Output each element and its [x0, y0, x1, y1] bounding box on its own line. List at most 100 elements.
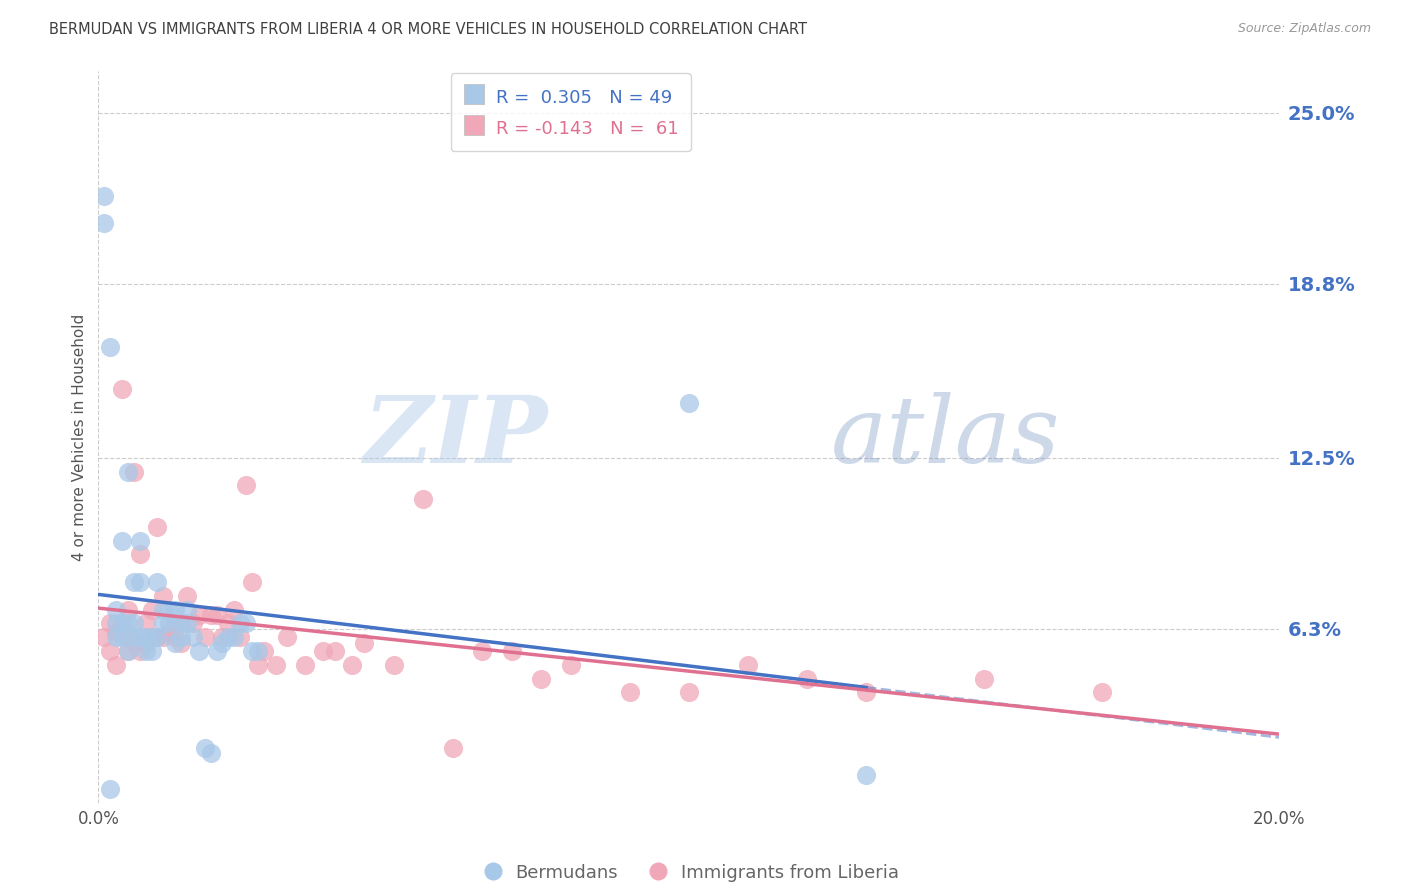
- Point: [471, 644, 494, 658]
- Point: [122, 574, 145, 589]
- Point: [93, 216, 115, 230]
- Point: [111, 622, 134, 636]
- Point: [135, 630, 157, 644]
- Point: [117, 465, 139, 479]
- Point: [93, 188, 115, 202]
- Point: [128, 574, 150, 589]
- Point: [105, 630, 128, 644]
- Point: [165, 602, 187, 616]
- Point: [217, 630, 239, 644]
- Point: [235, 616, 257, 631]
- Point: [98, 616, 121, 631]
- Point: [353, 636, 375, 650]
- Point: [246, 644, 269, 658]
- Text: BERMUDAN VS IMMIGRANTS FROM LIBERIA 4 OR MORE VEHICLES IN HOUSEHOLD CORRELATION : BERMUDAN VS IMMIGRANTS FROM LIBERIA 4 OR…: [49, 22, 807, 37]
- Point: [187, 608, 209, 623]
- Point: [117, 616, 139, 631]
- Point: [229, 616, 252, 631]
- Point: [117, 630, 139, 644]
- Point: [157, 602, 180, 616]
- Point: [619, 685, 641, 699]
- Point: [135, 644, 157, 658]
- Text: atlas: atlas: [831, 392, 1060, 482]
- Text: ZIP: ZIP: [363, 392, 547, 482]
- Point: [117, 644, 139, 658]
- Point: [240, 574, 263, 589]
- Point: [146, 520, 169, 534]
- Point: [264, 657, 287, 672]
- Point: [276, 630, 298, 644]
- Point: [122, 616, 145, 631]
- Point: [111, 382, 134, 396]
- Point: [560, 657, 582, 672]
- Point: [165, 616, 187, 631]
- Point: [105, 602, 128, 616]
- Point: [135, 636, 157, 650]
- Point: [235, 478, 257, 492]
- Point: [530, 672, 553, 686]
- Point: [128, 548, 150, 562]
- Point: [323, 644, 346, 658]
- Point: [122, 636, 145, 650]
- Point: [181, 616, 204, 631]
- Point: [111, 616, 134, 631]
- Point: [855, 685, 877, 699]
- Point: [122, 630, 145, 644]
- Point: [200, 608, 222, 623]
- Point: [973, 672, 995, 686]
- Point: [152, 630, 174, 644]
- Point: [200, 746, 222, 760]
- Point: [157, 624, 180, 639]
- Point: [176, 589, 198, 603]
- Point: [98, 340, 121, 354]
- Point: [111, 533, 134, 548]
- Point: [205, 608, 228, 623]
- Point: [152, 616, 174, 631]
- Point: [246, 657, 269, 672]
- Point: [312, 644, 335, 658]
- Point: [170, 636, 193, 650]
- Point: [98, 644, 121, 658]
- Point: [253, 644, 276, 658]
- Point: [141, 644, 163, 658]
- Point: [146, 630, 169, 644]
- Point: [128, 644, 150, 658]
- Point: [211, 630, 233, 644]
- Point: [194, 630, 217, 644]
- Point: [165, 630, 187, 644]
- Point: [93, 630, 115, 644]
- Point: [152, 589, 174, 603]
- Point: [224, 602, 246, 616]
- Point: [342, 657, 364, 672]
- Point: [165, 636, 187, 650]
- Point: [855, 768, 877, 782]
- Point: [294, 657, 316, 672]
- Point: [187, 644, 209, 658]
- Point: [141, 630, 163, 644]
- Point: [170, 630, 193, 644]
- Point: [181, 630, 204, 644]
- Point: [117, 644, 139, 658]
- Point: [128, 630, 150, 644]
- Point: [211, 636, 233, 650]
- Point: [105, 616, 128, 631]
- Point: [146, 630, 169, 644]
- Point: [229, 630, 252, 644]
- Point: [441, 740, 464, 755]
- Point: [128, 533, 150, 548]
- Point: [678, 685, 700, 699]
- Point: [105, 657, 128, 672]
- Point: [117, 602, 139, 616]
- Point: [412, 492, 434, 507]
- Point: [135, 616, 157, 631]
- Point: [737, 657, 759, 672]
- Point: [157, 616, 180, 631]
- Point: [382, 657, 405, 672]
- Point: [217, 616, 239, 631]
- Y-axis label: 4 or more Vehicles in Household: 4 or more Vehicles in Household: [72, 313, 87, 561]
- Point: [111, 630, 134, 644]
- Point: [170, 616, 193, 631]
- Point: [176, 602, 198, 616]
- Point: [141, 602, 163, 616]
- Text: Source: ZipAtlas.com: Source: ZipAtlas.com: [1237, 22, 1371, 36]
